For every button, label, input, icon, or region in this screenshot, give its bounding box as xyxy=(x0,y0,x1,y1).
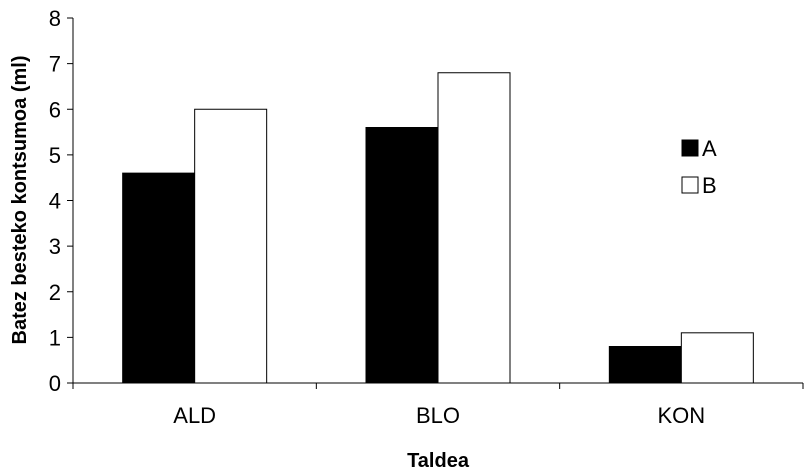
x-category-label: BLO xyxy=(416,403,460,428)
bar-A-ALD xyxy=(122,172,196,384)
y-axis-title: Batez besteko kontsumoa (ml) xyxy=(9,56,31,345)
bar-A-BLO xyxy=(365,127,439,384)
x-category-label: KON xyxy=(657,403,705,428)
y-tick-label: 6 xyxy=(49,97,61,122)
y-tick-label: 8 xyxy=(49,6,61,31)
x-category-label: ALD xyxy=(173,403,216,428)
y-tick-label: 4 xyxy=(49,189,61,214)
y-tick-label: 1 xyxy=(49,325,61,350)
y-tick-label: 2 xyxy=(49,280,61,305)
y-tick-label: 3 xyxy=(49,234,61,259)
legend: AB xyxy=(681,136,717,198)
bar-B-KON xyxy=(680,332,754,384)
y-axis: 0 1 2 3 4 5 6 7 8 xyxy=(49,6,74,396)
y-tick-label: 7 xyxy=(49,52,61,77)
bar-B-BLO xyxy=(437,72,511,384)
x-axis: ALD BLO KON xyxy=(72,382,804,428)
bar-A-KON xyxy=(608,346,682,384)
y-tick-label: 0 xyxy=(49,371,61,396)
y-tick-label: 5 xyxy=(49,143,61,168)
x-axis-title: Taldea xyxy=(407,450,470,471)
legend-swatch-B xyxy=(681,176,699,194)
legend-label-B: B xyxy=(702,173,717,198)
legend-label-A: A xyxy=(702,136,717,161)
legend-swatch-A xyxy=(681,139,699,157)
bars xyxy=(122,72,754,384)
bar-B-ALD xyxy=(194,108,268,384)
